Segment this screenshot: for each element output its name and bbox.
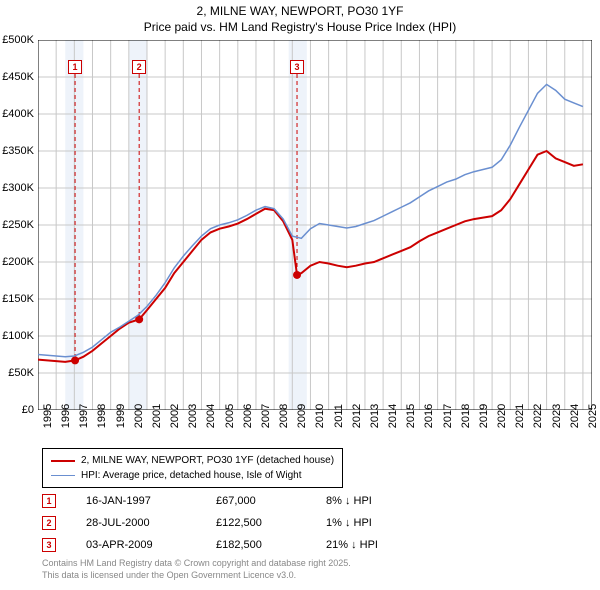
x-axis-label: 2004 (205, 404, 217, 428)
x-axis-label: 2000 (133, 404, 145, 428)
sales-date: 16-JAN-1997 (86, 495, 216, 507)
x-axis-label: 2019 (478, 404, 490, 428)
sales-idx: 1 (42, 494, 56, 508)
x-axis-label: 2025 (587, 404, 599, 428)
x-axis-label: 2016 (423, 404, 435, 428)
sales-date: 03-APR-2009 (86, 539, 216, 551)
y-axis-label: £100K (0, 330, 34, 342)
x-axis-label: 2013 (369, 404, 381, 428)
x-axis-label: 2005 (224, 404, 236, 428)
y-axis-label: £400K (0, 108, 34, 120)
footer-line-1: Contains HM Land Registry data © Crown c… (42, 558, 351, 570)
sales-delta: 1% ↓ HPI (326, 517, 446, 529)
x-axis-label: 1995 (42, 404, 54, 428)
x-axis-label: 2011 (333, 404, 345, 428)
legend-item: 2, MILNE WAY, NEWPORT, PO30 1YF (detache… (51, 453, 334, 468)
x-axis-label: 2008 (278, 404, 290, 428)
chart-title: 2, MILNE WAY, NEWPORT, PO30 1YF Price pa… (0, 0, 600, 35)
chart-container: 2, MILNE WAY, NEWPORT, PO30 1YF Price pa… (0, 0, 600, 590)
legend-label: 2, MILNE WAY, NEWPORT, PO30 1YF (detache… (81, 453, 334, 468)
sales-delta: 21% ↓ HPI (326, 539, 446, 551)
x-axis-label: 1998 (96, 404, 108, 428)
sales-row: 1 16-JAN-1997£67,0008% ↓ HPI (42, 490, 446, 512)
legend-label: HPI: Average price, detached house, Isle… (81, 468, 302, 483)
legend: 2, MILNE WAY, NEWPORT, PO30 1YF (detache… (42, 448, 343, 488)
y-axis-label: £300K (0, 182, 34, 194)
x-axis-label: 2015 (405, 404, 417, 428)
x-axis-label: 2020 (496, 404, 508, 428)
chart-area: £0£50K£100K£150K£200K£250K£300K£350K£400… (38, 40, 592, 410)
x-axis-label: 2021 (514, 404, 526, 428)
sales-row: 2 28-JUL-2000£122,5001% ↓ HPI (42, 512, 446, 534)
sales-delta: 8% ↓ HPI (326, 495, 446, 507)
y-axis-label: £50K (0, 367, 34, 379)
x-axis-label: 2018 (460, 404, 472, 428)
sale-marker-2: 2 (132, 60, 146, 74)
x-axis-label: 1996 (60, 404, 72, 428)
sales-price: £67,000 (216, 495, 326, 507)
x-axis-label: 2017 (442, 404, 454, 428)
x-axis-label: 2006 (242, 404, 254, 428)
footer: Contains HM Land Registry data © Crown c… (42, 558, 351, 581)
title-line-2: Price paid vs. HM Land Registry's House … (0, 20, 600, 36)
sale-marker-1: 1 (68, 60, 82, 74)
legend-swatch (51, 460, 75, 462)
x-axis-label: 1997 (78, 404, 90, 428)
x-axis-label: 2002 (169, 404, 181, 428)
sales-table: 1 16-JAN-1997£67,0008% ↓ HPI 2 28-JUL-2000£… (42, 490, 446, 556)
y-axis-label: £0 (0, 404, 34, 416)
x-axis-label: 2023 (551, 404, 563, 428)
title-line-1: 2, MILNE WAY, NEWPORT, PO30 1YF (0, 4, 600, 20)
sales-idx: 2 (42, 516, 56, 530)
y-axis-label: £250K (0, 219, 34, 231)
sales-price: £122,500 (216, 517, 326, 529)
x-axis-label: 2014 (387, 404, 399, 428)
y-axis-label: £150K (0, 293, 34, 305)
sale-marker-3: 3 (290, 60, 304, 74)
sales-price: £182,500 (216, 539, 326, 551)
x-axis-label: 2024 (569, 404, 581, 428)
sales-idx: 3 (42, 538, 56, 552)
y-axis-label: £350K (0, 145, 34, 157)
y-axis-label: £450K (0, 71, 34, 83)
chart-svg (38, 40, 592, 410)
legend-swatch (51, 475, 75, 477)
x-axis-label: 2010 (314, 404, 326, 428)
footer-line-2: This data is licensed under the Open Gov… (42, 570, 351, 582)
y-axis-label: £200K (0, 256, 34, 268)
y-axis-label: £500K (0, 34, 34, 46)
x-axis-label: 2001 (151, 404, 163, 428)
sales-row: 3 03-APR-2009£182,50021% ↓ HPI (42, 534, 446, 556)
x-axis-label: 2009 (296, 404, 308, 428)
x-axis-label: 1999 (115, 404, 127, 428)
x-axis-label: 2022 (532, 404, 544, 428)
x-axis-label: 2003 (187, 404, 199, 428)
legend-item: HPI: Average price, detached house, Isle… (51, 468, 334, 483)
x-axis-label: 2012 (351, 404, 363, 428)
x-axis-label: 2007 (260, 404, 272, 428)
sales-date: 28-JUL-2000 (86, 517, 216, 529)
